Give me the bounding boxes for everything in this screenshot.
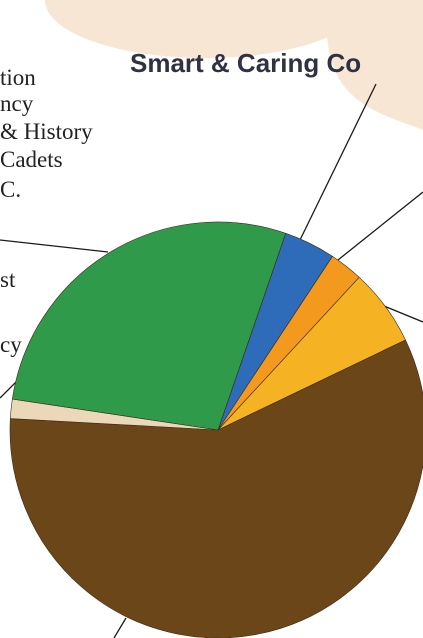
legend-line-4: Cadets [0,147,63,172]
pie-slice-6 [11,221,287,431]
leader-line [0,379,19,399]
pie-slice-4 [9,339,423,638]
leader-line [299,83,377,241]
leader-line [383,305,423,323]
legend-line-5: C. [0,177,22,202]
chart-title: Smart & Caring Co [130,48,362,78]
leader-line [113,617,127,638]
legend-line-7: cy [0,332,22,357]
leader-line [337,191,423,261]
background-blob [45,0,365,58]
background-decoration [45,0,423,130]
leader-line [0,239,109,253]
leader-lines [0,83,423,638]
legend-line-6: st [0,267,16,292]
pie-slices [9,221,423,638]
legend-line-2: ncy [0,91,34,116]
legend-line-3: & History [0,119,93,144]
background-blob [326,0,423,130]
legend-line-1: tion [0,65,36,90]
